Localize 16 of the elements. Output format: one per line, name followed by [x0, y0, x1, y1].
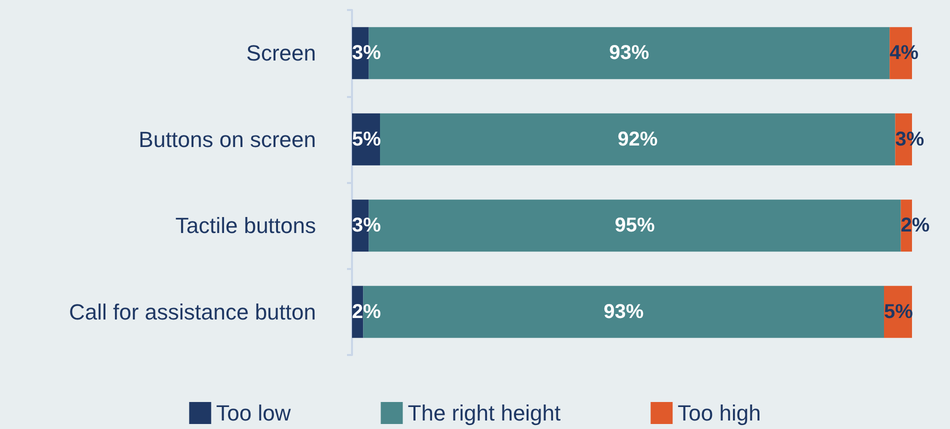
- data-label: 2%: [352, 300, 382, 323]
- y-tick-label: Call for assistance button: [68, 299, 316, 324]
- legend-label: The right height: [408, 400, 561, 426]
- data-label: 95%: [614, 214, 656, 237]
- data-label: 5%: [352, 128, 382, 150]
- y-tick-label: Tactile buttons: [175, 213, 316, 238]
- data-label: 93%: [609, 42, 650, 64]
- y-tick-label: Buttons on screen: [138, 126, 316, 152]
- y-tick-label: Screen: [246, 40, 316, 66]
- bar: [380, 113, 896, 166]
- data-label: 93%: [604, 300, 644, 323]
- legend-label: Too high: [678, 400, 761, 426]
- data-label: 3%: [352, 42, 382, 64]
- data-label: 3%: [352, 214, 382, 237]
- data-label: 92%: [618, 128, 658, 150]
- legend-label: Too low: [216, 400, 291, 426]
